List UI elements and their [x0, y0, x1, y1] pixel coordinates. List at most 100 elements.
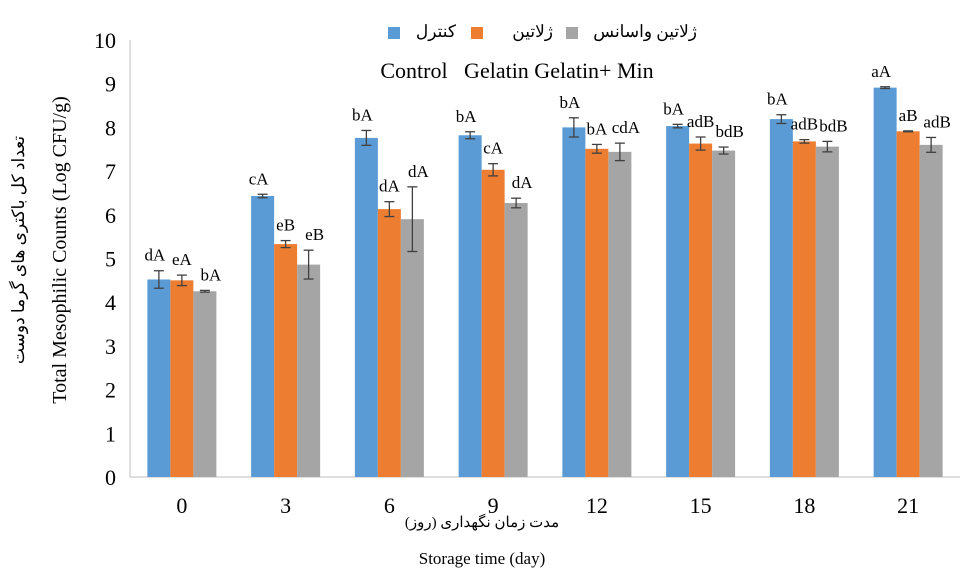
bar: [193, 291, 217, 477]
x-tick-label: 15: [690, 493, 712, 518]
bar: [815, 146, 839, 478]
data-label: aB: [899, 106, 918, 125]
data-label: aA: [871, 62, 892, 81]
x-axis-title-fa: مدت زمان نگهداری (روز): [405, 513, 559, 531]
bar: [274, 244, 298, 477]
bar: [481, 169, 505, 477]
error-bar: [199, 289, 210, 293]
error-bar: [822, 140, 833, 153]
x-tick-label: 0: [176, 493, 187, 518]
error-bar: [511, 197, 522, 209]
y-tick-label: 5: [105, 247, 116, 272]
legend-label: کنترل: [416, 22, 457, 42]
error-bar: [591, 143, 602, 154]
bar: [896, 131, 920, 477]
bar: [873, 87, 897, 478]
data-label: cA: [483, 139, 504, 158]
x-tick-label: 21: [897, 493, 919, 518]
bar: [251, 196, 275, 477]
y-axis-title-fa: تعداد کل باکتری های گرما دوست: [8, 136, 29, 364]
legend-label: ژلاتین: [512, 22, 553, 42]
data-label: adB: [687, 112, 714, 131]
data-label: cdA: [612, 118, 641, 137]
data-label: bA: [456, 107, 478, 126]
x-tick-label: 9: [488, 493, 499, 518]
error-bar: [614, 142, 625, 162]
bar: [689, 143, 713, 477]
error-bar: [465, 131, 476, 140]
error-bar: [303, 249, 314, 280]
y-tick-label: 3: [105, 334, 116, 359]
data-label: bA: [559, 93, 581, 112]
bar: [297, 264, 321, 477]
data-label: eB: [305, 225, 324, 244]
data-label: bdB: [715, 122, 743, 141]
y-axis-title: Total Mesophilic Counts (Log CFU/g): [49, 96, 71, 403]
bar: [504, 203, 528, 477]
error-bars: [153, 86, 937, 293]
y-tick-label: 9: [105, 72, 116, 97]
x-tick-label: 12: [586, 493, 608, 518]
data-label: dA: [144, 246, 166, 265]
bar: [562, 127, 586, 478]
bars: [147, 87, 943, 478]
data-label: bdB: [819, 116, 847, 135]
y-tick-label: 0: [105, 465, 116, 490]
y-tick-label: 7: [105, 159, 116, 184]
error-bar: [926, 136, 937, 153]
y-tick-label: 10: [94, 28, 116, 53]
legend-swatch: [471, 27, 483, 39]
y-tick-label: 6: [105, 203, 116, 228]
legend-item: ژلاتین: [471, 22, 553, 42]
data-label: adB: [923, 112, 950, 131]
bar: [354, 137, 378, 477]
bar: [712, 150, 736, 477]
error-bar: [361, 129, 372, 146]
error-bar: [718, 146, 729, 155]
data-label: bA: [586, 119, 608, 138]
legend-label: ژلاتین واسانس: [593, 22, 697, 42]
bar: [170, 280, 194, 477]
data-label: dA: [512, 173, 534, 192]
error-bar: [903, 130, 914, 133]
error-bar: [880, 86, 891, 90]
legend-item: ژلاتین واسانس: [566, 22, 697, 42]
error-bar: [407, 186, 418, 253]
y-tick-label: 8: [105, 115, 116, 140]
bar: [458, 135, 482, 478]
error-bar: [384, 201, 395, 218]
data-label: dA: [408, 162, 430, 181]
error-bar: [176, 274, 187, 287]
y-tick-label: 4: [105, 290, 116, 315]
data-label: bA: [200, 265, 222, 284]
error-bar: [257, 193, 268, 199]
error-bar: [280, 239, 291, 249]
bar: [377, 209, 401, 477]
data-label: cA: [249, 169, 270, 188]
data-label: eA: [172, 250, 193, 269]
bar: [400, 219, 424, 478]
bar: [608, 151, 632, 477]
x-axis-title: Storage time (day): [419, 549, 546, 568]
legend-caption: Control Gelatin Gelatin+ Min: [380, 58, 653, 83]
bar: [585, 148, 609, 478]
data-label: bA: [663, 99, 685, 118]
x-tick-label: 18: [793, 493, 815, 518]
x-tick-label: 3: [280, 493, 291, 518]
error-bar: [799, 138, 810, 144]
x-tick-label: 6: [384, 493, 395, 518]
error-bar: [776, 114, 787, 125]
error-bar: [153, 270, 164, 289]
legend-swatch: [566, 27, 578, 39]
bar: [792, 141, 816, 477]
legend-item: کنترل: [388, 22, 457, 42]
bar: [769, 119, 793, 478]
y-tick-label: 1: [105, 421, 116, 446]
data-label: bA: [352, 105, 374, 124]
error-bar: [488, 163, 499, 177]
legend-swatch: [388, 27, 400, 39]
